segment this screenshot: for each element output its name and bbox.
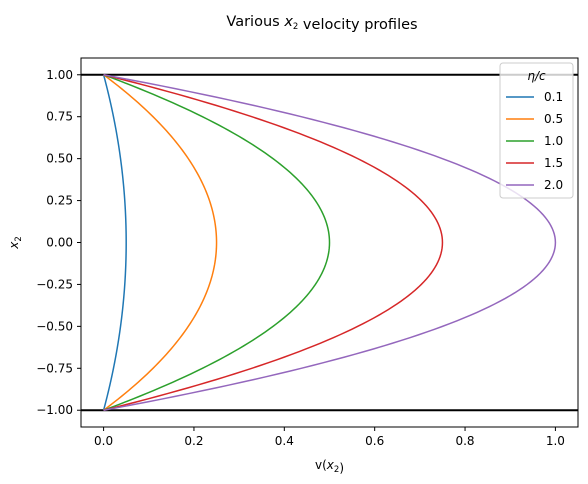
legend-label-2.0: 2.0: [544, 178, 563, 192]
y-axis-title: x2: [7, 236, 24, 250]
y-tick-label: 0.75: [46, 110, 73, 124]
x-axis-title: v(x2): [315, 458, 344, 475]
x-tick-label: 1.0: [546, 434, 565, 448]
y-tick-label: −0.75: [36, 361, 73, 375]
series-line-1.5: [103, 74, 444, 411]
series-line-0.1: [102, 74, 127, 411]
y-tick-label: 0.50: [46, 152, 73, 166]
legend-title: η/c: [527, 69, 546, 83]
y-tick-label: 0.25: [46, 194, 73, 208]
series-line-1.0: [103, 74, 331, 411]
legend: η/c 0.1 0.5 1.0 1.5 2.0: [499, 62, 574, 199]
y-tick-label: −0.25: [36, 277, 73, 291]
x-tick-label: 0.6: [365, 434, 384, 448]
y-tick-label: −1.00: [36, 403, 73, 417]
chart-title: Various x2 velocity profiles: [226, 14, 417, 33]
legend-label-1.0: 1.0: [544, 134, 563, 148]
legend-label-0.5: 0.5: [544, 112, 563, 126]
y-tick-label: 1.00: [46, 68, 73, 82]
legend-label-0.1: 0.1: [544, 90, 563, 104]
series-line-2.0: [103, 74, 557, 411]
x-tick-label: 0.0: [94, 434, 113, 448]
x-tick-label: 0.2: [184, 434, 203, 448]
y-tick-label: 0.00: [46, 236, 73, 250]
x-tick-label: 0.8: [455, 434, 474, 448]
series-line-0.5: [103, 74, 218, 411]
y-tick-label: −0.50: [36, 319, 73, 333]
legend-label-1.5: 1.5: [544, 156, 563, 170]
x-tick-label: 0.4: [275, 434, 294, 448]
